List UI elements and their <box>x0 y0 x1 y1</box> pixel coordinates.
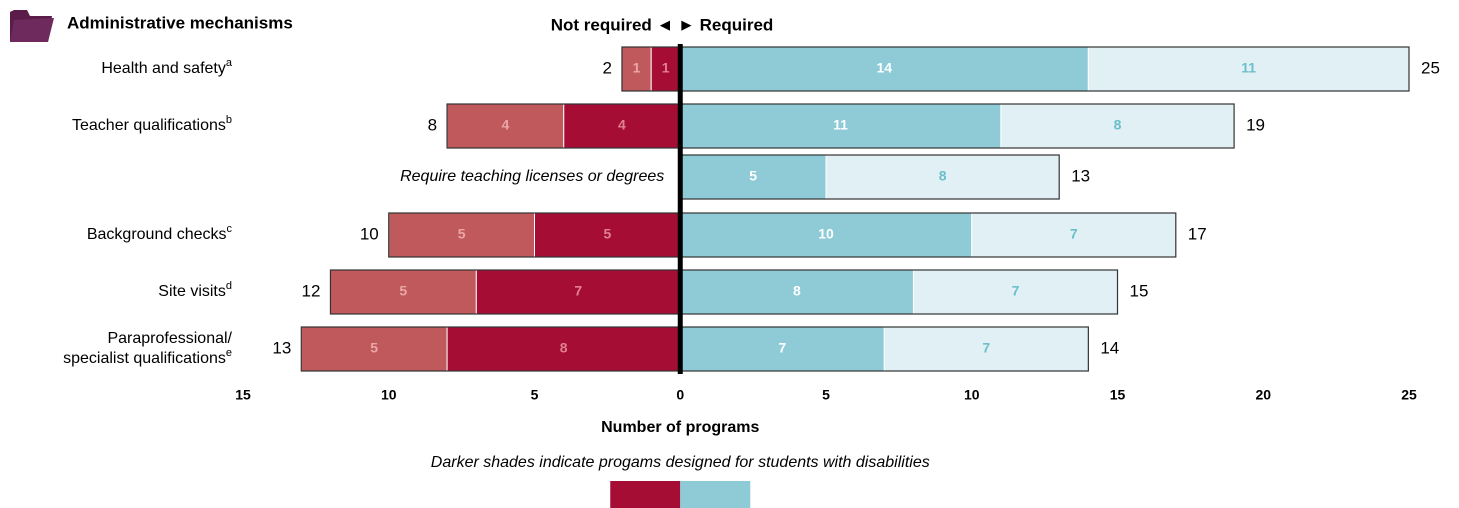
category-text: Teacher qualifications <box>72 117 226 134</box>
x-axis-label: Number of programs <box>601 419 759 436</box>
chart-title: Administrative mechanisms <box>67 13 293 32</box>
legend-note: Darker shades indicate progams designed … <box>431 454 930 471</box>
x-tick-label: 10 <box>964 387 980 403</box>
total-label: 8 <box>428 115 437 134</box>
segment-label: 7 <box>1070 226 1078 242</box>
segment-label: 7 <box>778 340 786 356</box>
segment-label: 7 <box>982 340 990 356</box>
segment-label: 10 <box>818 226 834 242</box>
bar-segment <box>475 269 681 315</box>
segment-label: 8 <box>560 340 568 356</box>
footnote-marker: e <box>226 347 232 359</box>
x-tick-label: 5 <box>822 387 830 403</box>
segment-label: 4 <box>501 117 509 133</box>
category-label: Health and safetya <box>101 57 233 77</box>
bar-segment <box>912 269 1119 315</box>
segment-label: 14 <box>877 60 893 76</box>
segment-label: 1 <box>662 60 670 76</box>
total-label: 13 <box>1071 166 1090 185</box>
bar-segment <box>679 212 973 258</box>
bar-segment <box>1087 46 1410 92</box>
sub-category-label: Require teaching licenses or degrees <box>400 168 664 185</box>
total-label: 25 <box>1421 58 1440 77</box>
segment-label: 1 <box>633 60 641 76</box>
x-tick-label: 15 <box>235 387 251 403</box>
bar-segment <box>971 212 1177 258</box>
category-label: Teacher qualificationsb <box>72 114 232 134</box>
total-label: 2 <box>602 58 611 77</box>
footnote-marker: b <box>226 114 232 126</box>
x-tick-label: 5 <box>531 387 539 403</box>
footnote-marker: c <box>227 223 233 235</box>
category-label: Site visitsd <box>158 280 232 300</box>
category-text: specialist qualifications <box>63 350 226 367</box>
segment-label: 8 <box>939 168 947 184</box>
folder-icon <box>10 10 54 42</box>
x-tick-label: 15 <box>1110 387 1126 403</box>
legend-swatch <box>680 481 751 508</box>
direction-label: Not required ◄ ► Required <box>551 15 774 34</box>
category-text: Paraprofessional/ <box>107 330 232 347</box>
segment-label: 5 <box>458 226 466 242</box>
bar-segment <box>883 326 1089 372</box>
total-label: 15 <box>1130 281 1149 300</box>
bar-segment <box>329 269 477 315</box>
category-text: Background checks <box>87 226 227 243</box>
segment-label: 5 <box>399 283 407 299</box>
total-label: 10 <box>360 224 379 243</box>
category-label: Background checksc <box>87 223 233 243</box>
bar-segment <box>388 212 535 258</box>
category-text: Site visits <box>158 283 226 300</box>
legend-swatch <box>610 481 681 508</box>
bar-segment <box>446 103 565 149</box>
segment-label: 7 <box>574 283 582 299</box>
x-tick-label: 10 <box>381 387 397 403</box>
footnote-marker: a <box>226 57 233 69</box>
segment-label: 7 <box>1012 283 1020 299</box>
bar-segment <box>621 46 652 92</box>
bar-segment <box>825 154 1060 200</box>
footnote-marker: d <box>226 280 232 292</box>
total-label: 14 <box>1100 338 1119 357</box>
bar-segment <box>679 154 827 200</box>
bar-segment <box>300 326 448 372</box>
segment-label: 4 <box>618 117 626 133</box>
total-label: 17 <box>1188 224 1207 243</box>
segment-label: 5 <box>749 168 757 184</box>
x-tick-label: 20 <box>1255 387 1271 403</box>
total-label: 12 <box>302 281 321 300</box>
segment-label: 5 <box>370 340 378 356</box>
segment-label: 8 <box>1114 117 1122 133</box>
x-tick-label: 0 <box>676 387 684 403</box>
total-label: 13 <box>272 338 291 357</box>
segment-label: 5 <box>603 226 611 242</box>
total-label: 19 <box>1246 115 1265 134</box>
category-label: Paraprofessional/ <box>107 330 232 347</box>
bar-segment <box>679 103 1002 149</box>
x-tick-label: 25 <box>1401 387 1417 403</box>
segment-label: 11 <box>833 117 848 133</box>
segment-label: 8 <box>793 283 801 299</box>
segment-label: 11 <box>1241 60 1256 76</box>
bar-segment <box>679 269 914 315</box>
category-label: specialist qualificationse <box>63 347 232 367</box>
category-text: Health and safety <box>101 60 226 77</box>
bar-segment <box>534 212 681 258</box>
